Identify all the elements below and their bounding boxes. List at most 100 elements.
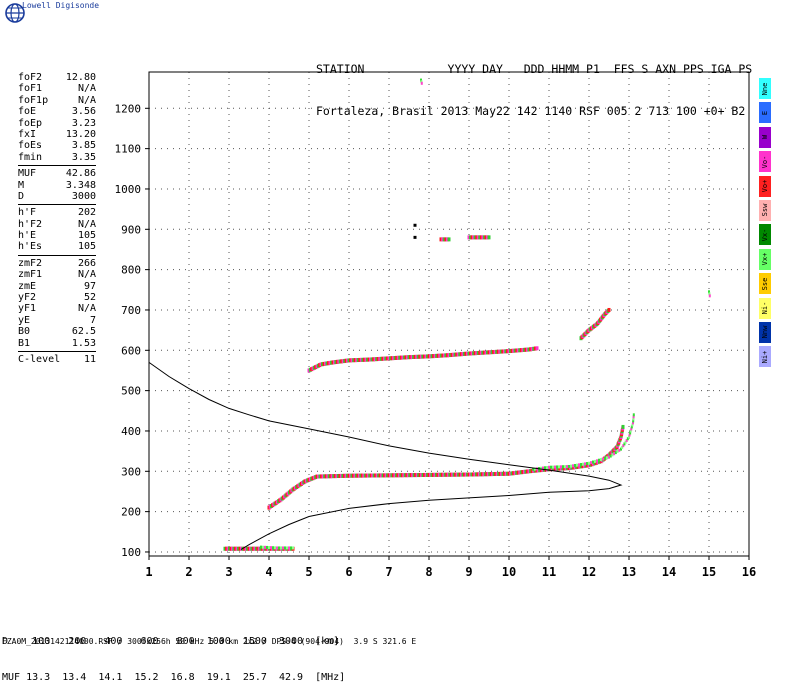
echo-point-o [507, 349, 511, 354]
param-row: zmF2 266 [18, 258, 96, 269]
legend-swatch: Ni- [759, 297, 771, 319]
echo-point-x [630, 425, 633, 429]
echo-point-x [606, 456, 608, 460]
echo-point-o [345, 473, 349, 478]
echo-point-o [344, 473, 348, 478]
param-row: foEp 3.23 [18, 118, 96, 129]
param-value: N/A [77, 303, 96, 315]
echo-point-x [274, 546, 276, 550]
param-value: 12.80 [65, 72, 96, 83]
param-row: h'E 105 [18, 230, 96, 241]
legend-label: Vo+ [761, 179, 769, 193]
echo-point-x [630, 427, 633, 431]
echo-point-o [539, 468, 543, 473]
echo-point-o [378, 356, 382, 361]
param-value: 3.56 [71, 106, 96, 118]
echo-point-o [376, 357, 380, 362]
echo-point-o [522, 469, 526, 474]
x-tick-label: 4 [265, 565, 272, 579]
echo-point-o [573, 465, 577, 470]
echo-point-o [372, 357, 376, 362]
echo-point-o [419, 354, 423, 359]
x-tick-label: 5 [305, 565, 312, 579]
echo-point-x [629, 431, 632, 435]
echo-point-o [449, 353, 453, 358]
muf-row-label: MUF [2, 672, 27, 683]
echo-point-o [532, 346, 536, 351]
echo-point-o [562, 466, 566, 471]
echo-point-o [570, 465, 574, 470]
echo-point-o [535, 346, 539, 351]
echo-point-x [624, 440, 627, 444]
echo-point-x [272, 546, 274, 550]
x-tick-label: 7 [385, 565, 392, 579]
echo-point-o [349, 358, 353, 363]
param-row: h'Es 105 [18, 241, 96, 252]
param-value: 1.53 [71, 337, 96, 349]
echo-point-x [632, 413, 635, 417]
legend-label: Nnw [761, 326, 769, 339]
echo-point-o [375, 357, 379, 362]
y-tick-label: 1100 [115, 143, 142, 156]
echo-point-o [330, 474, 334, 479]
echo-point-o [529, 347, 533, 352]
file-info-footer: FZA0M_2013142114000.RSF / 300fx256h 50 k… [2, 637, 417, 646]
echo-point-o [518, 348, 522, 353]
echo-point-o [444, 353, 448, 358]
echo-point-o [361, 357, 365, 362]
echo-point-o [342, 473, 346, 478]
legend-swatch: Vx+ [759, 248, 771, 270]
param-row: foF2 12.80 [18, 72, 96, 83]
echo-point-o [418, 354, 422, 359]
echo-point-o [569, 465, 573, 470]
echo-point-x [420, 78, 422, 82]
param-name: foF1p [18, 94, 49, 106]
param-row: yF2 52 [18, 292, 96, 303]
echo-point-x [560, 465, 562, 469]
echo-point-o [462, 351, 466, 356]
echo-point-x [604, 456, 606, 460]
echo-point-o [469, 351, 473, 356]
echo-point-o [564, 466, 568, 471]
echo-point-o [438, 353, 442, 358]
echo-point-x [621, 445, 624, 449]
echo-point-o [541, 467, 545, 472]
echo-point-o [339, 473, 343, 478]
echo-point-o [521, 347, 525, 352]
echo-point-o [476, 235, 480, 240]
echo-point-x [420, 80, 423, 84]
echo-point-o [579, 464, 583, 469]
echo-point-o [558, 466, 562, 471]
echo-point-o [479, 235, 483, 240]
param-name: yF1 [18, 303, 37, 315]
echo-point-o [552, 467, 556, 472]
header-line-2: Fortaleza, Brasil 2013 May22 142 1140 RS… [316, 104, 746, 118]
echo-point-o [324, 474, 328, 479]
echo-point-x [290, 546, 292, 550]
echo-point-o [527, 347, 531, 352]
echo-point-x [260, 545, 262, 549]
legend-label: Sse [761, 277, 769, 290]
echo-point-x [708, 294, 711, 298]
echo-point-o [458, 352, 462, 357]
echo-point-o [578, 464, 582, 469]
echo-point-x [613, 452, 616, 456]
legend-swatch: Vo+ [759, 175, 771, 197]
echo-point-x [576, 463, 578, 467]
echo-point-o [482, 350, 486, 355]
legend-swatch: Ni+ [759, 346, 771, 368]
echo-point-x [598, 458, 600, 462]
y-tick-label: 800 [121, 264, 141, 277]
param-value: 97 [83, 280, 96, 292]
x-tick-label: 2 [185, 565, 192, 579]
param-name: foF1 [18, 83, 43, 95]
echo-point-o [412, 354, 416, 359]
echo-point-o [478, 350, 482, 355]
echo-point-o [515, 470, 519, 475]
echo-point-x [540, 466, 542, 470]
param-value: N/A [77, 94, 96, 106]
muf-cell: 600 [122, 636, 159, 647]
echo-point-o [473, 235, 477, 240]
echo-point-o [467, 351, 471, 356]
echo-point-x [584, 462, 586, 466]
